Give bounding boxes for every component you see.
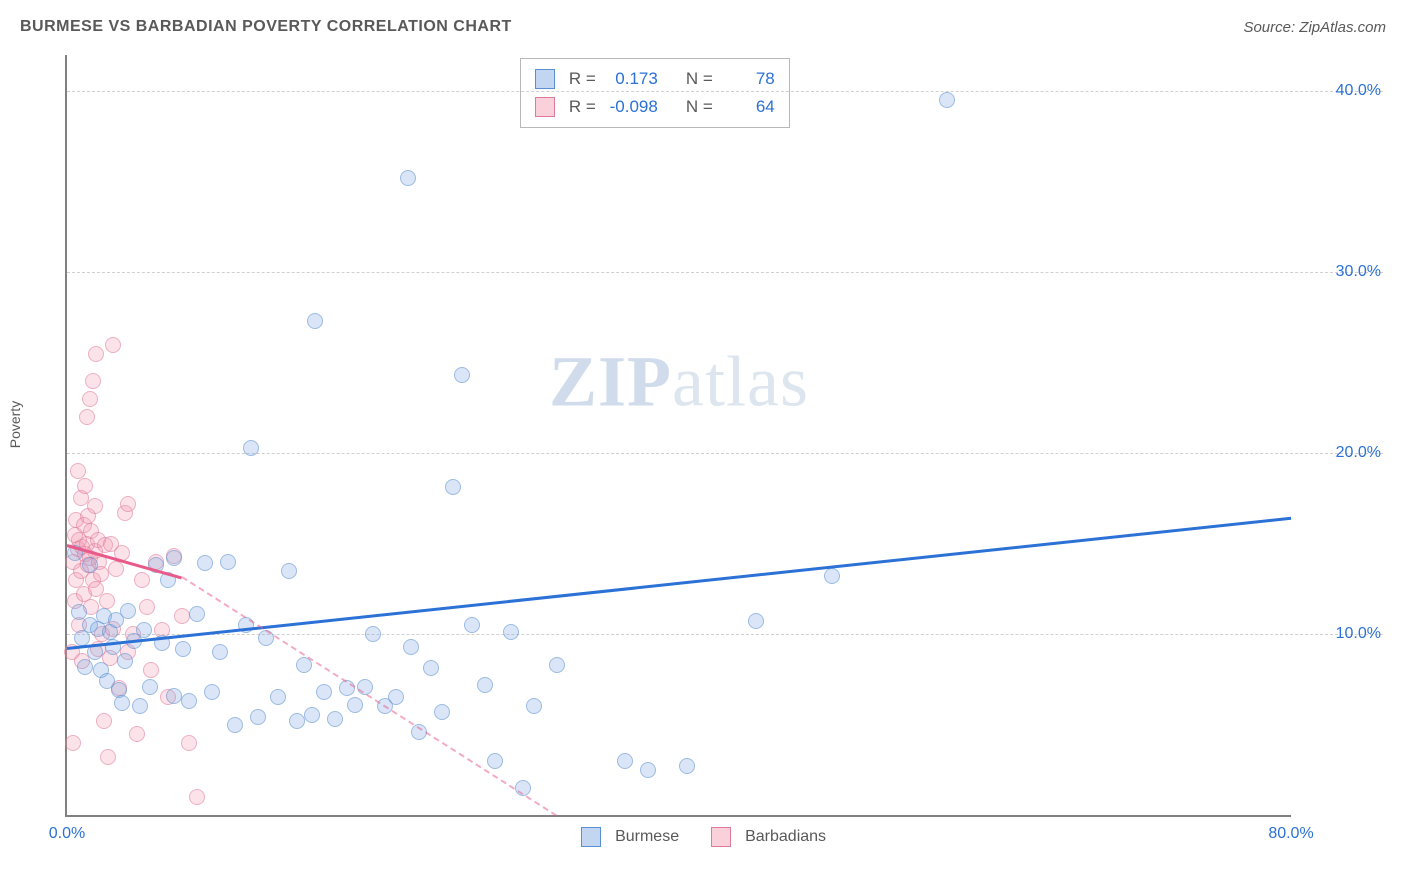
point-burmese [175, 641, 191, 657]
point-barbadians [120, 496, 136, 512]
point-barbadians [108, 561, 124, 577]
swatch-burmese-icon [581, 827, 601, 847]
point-barbadians [82, 391, 98, 407]
point-burmese [77, 659, 93, 675]
trendline-barbadians-dash [181, 576, 557, 817]
point-barbadians [129, 726, 145, 742]
point-burmese [120, 603, 136, 619]
x-tick-label: 80.0% [1268, 825, 1313, 843]
y-axis-label: Poverty [7, 400, 23, 447]
gridline [67, 91, 1383, 92]
point-burmese [454, 367, 470, 383]
point-burmese [477, 677, 493, 693]
point-burmese [365, 626, 381, 642]
point-burmese [388, 689, 404, 705]
chart-header: BURMESE VS BARBADIAN POVERTY CORRELATION… [20, 18, 1386, 36]
point-burmese [304, 707, 320, 723]
point-barbadians [105, 337, 121, 353]
point-barbadians [77, 478, 93, 494]
point-burmese [250, 709, 266, 725]
point-burmese [939, 92, 955, 108]
point-burmese [189, 606, 205, 622]
point-barbadians [65, 735, 81, 751]
point-burmese [114, 695, 130, 711]
point-burmese [270, 689, 286, 705]
swatch-barbadians-icon [535, 97, 555, 117]
y-tick-label: 30.0% [1301, 263, 1381, 281]
trendline-burmese [67, 516, 1291, 649]
y-tick-label: 40.0% [1301, 82, 1381, 100]
point-burmese [197, 555, 213, 571]
watermark: ZIPatlas [549, 340, 809, 423]
point-barbadians [87, 498, 103, 514]
point-burmese [136, 622, 152, 638]
point-barbadians [134, 572, 150, 588]
stats-row-barbadians: R = -0.098 N = 64 [535, 93, 775, 121]
point-barbadians [181, 735, 197, 751]
point-burmese [464, 617, 480, 633]
point-barbadians [99, 593, 115, 609]
chart-area: Poverty ZIPatlas R = 0.173 N = 78 R = -0… [20, 55, 1386, 872]
point-burmese [824, 568, 840, 584]
point-burmese [307, 313, 323, 329]
stats-legend-box: R = 0.173 N = 78 R = -0.098 N = 64 [520, 58, 790, 128]
point-barbadians [189, 789, 205, 805]
point-burmese [487, 753, 503, 769]
point-barbadians [143, 662, 159, 678]
point-barbadians [88, 346, 104, 362]
point-burmese [316, 684, 332, 700]
stats-row-burmese: R = 0.173 N = 78 [535, 65, 775, 93]
point-burmese [434, 704, 450, 720]
chart-source: Source: ZipAtlas.com [1243, 19, 1386, 36]
swatch-burmese-icon [535, 69, 555, 89]
point-barbadians [174, 608, 190, 624]
y-tick-label: 20.0% [1301, 444, 1381, 462]
gridline [67, 453, 1383, 454]
point-burmese [166, 688, 182, 704]
point-burmese [503, 624, 519, 640]
x-tick-label: 0.0% [49, 825, 85, 843]
point-burmese [748, 613, 764, 629]
point-burmese [289, 713, 305, 729]
point-burmese [212, 644, 228, 660]
point-barbadians [79, 409, 95, 425]
point-burmese [227, 717, 243, 733]
point-barbadians [139, 599, 155, 615]
point-burmese [281, 563, 297, 579]
point-burmese [327, 711, 343, 727]
point-burmese [117, 653, 133, 669]
point-burmese [181, 693, 197, 709]
point-barbadians [96, 713, 112, 729]
point-burmese [403, 639, 419, 655]
point-burmese [142, 679, 158, 695]
point-burmese [347, 697, 363, 713]
legend-item-burmese: Burmese [581, 827, 679, 847]
point-burmese [549, 657, 565, 673]
point-barbadians [100, 749, 116, 765]
legend-item-barbadians: Barbadians [711, 827, 826, 847]
point-barbadians [85, 373, 101, 389]
plot-area: ZIPatlas R = 0.173 N = 78 R = -0.098 N =… [65, 55, 1291, 817]
chart-title: BURMESE VS BARBADIAN POVERTY CORRELATION… [20, 18, 512, 36]
point-burmese [132, 698, 148, 714]
y-tick-label: 10.0% [1301, 625, 1381, 643]
gridline [67, 272, 1383, 273]
point-burmese [82, 557, 98, 573]
point-burmese [679, 758, 695, 774]
point-burmese [423, 660, 439, 676]
point-burmese [445, 479, 461, 495]
point-burmese [640, 762, 656, 778]
point-burmese [220, 554, 236, 570]
swatch-barbadians-icon [711, 827, 731, 847]
point-burmese [243, 440, 259, 456]
point-burmese [617, 753, 633, 769]
legend-bottom: Burmese Barbadians [581, 827, 826, 847]
point-burmese [166, 550, 182, 566]
point-burmese [204, 684, 220, 700]
point-burmese [400, 170, 416, 186]
point-burmese [526, 698, 542, 714]
